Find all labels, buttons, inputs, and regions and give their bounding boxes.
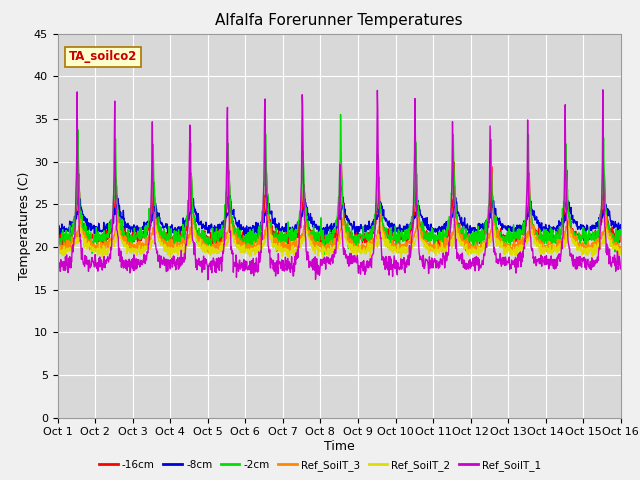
Text: TA_soilco2: TA_soilco2 [69,50,137,63]
Legend: -16cm, -8cm, -2cm, Ref_SoilT_3, Ref_SoilT_2, Ref_SoilT_1: -16cm, -8cm, -2cm, Ref_SoilT_3, Ref_Soil… [95,456,545,475]
Title: Alfalfa Forerunner Temperatures: Alfalfa Forerunner Temperatures [216,13,463,28]
Y-axis label: Temperatures (C): Temperatures (C) [18,171,31,280]
X-axis label: Time: Time [324,440,355,453]
